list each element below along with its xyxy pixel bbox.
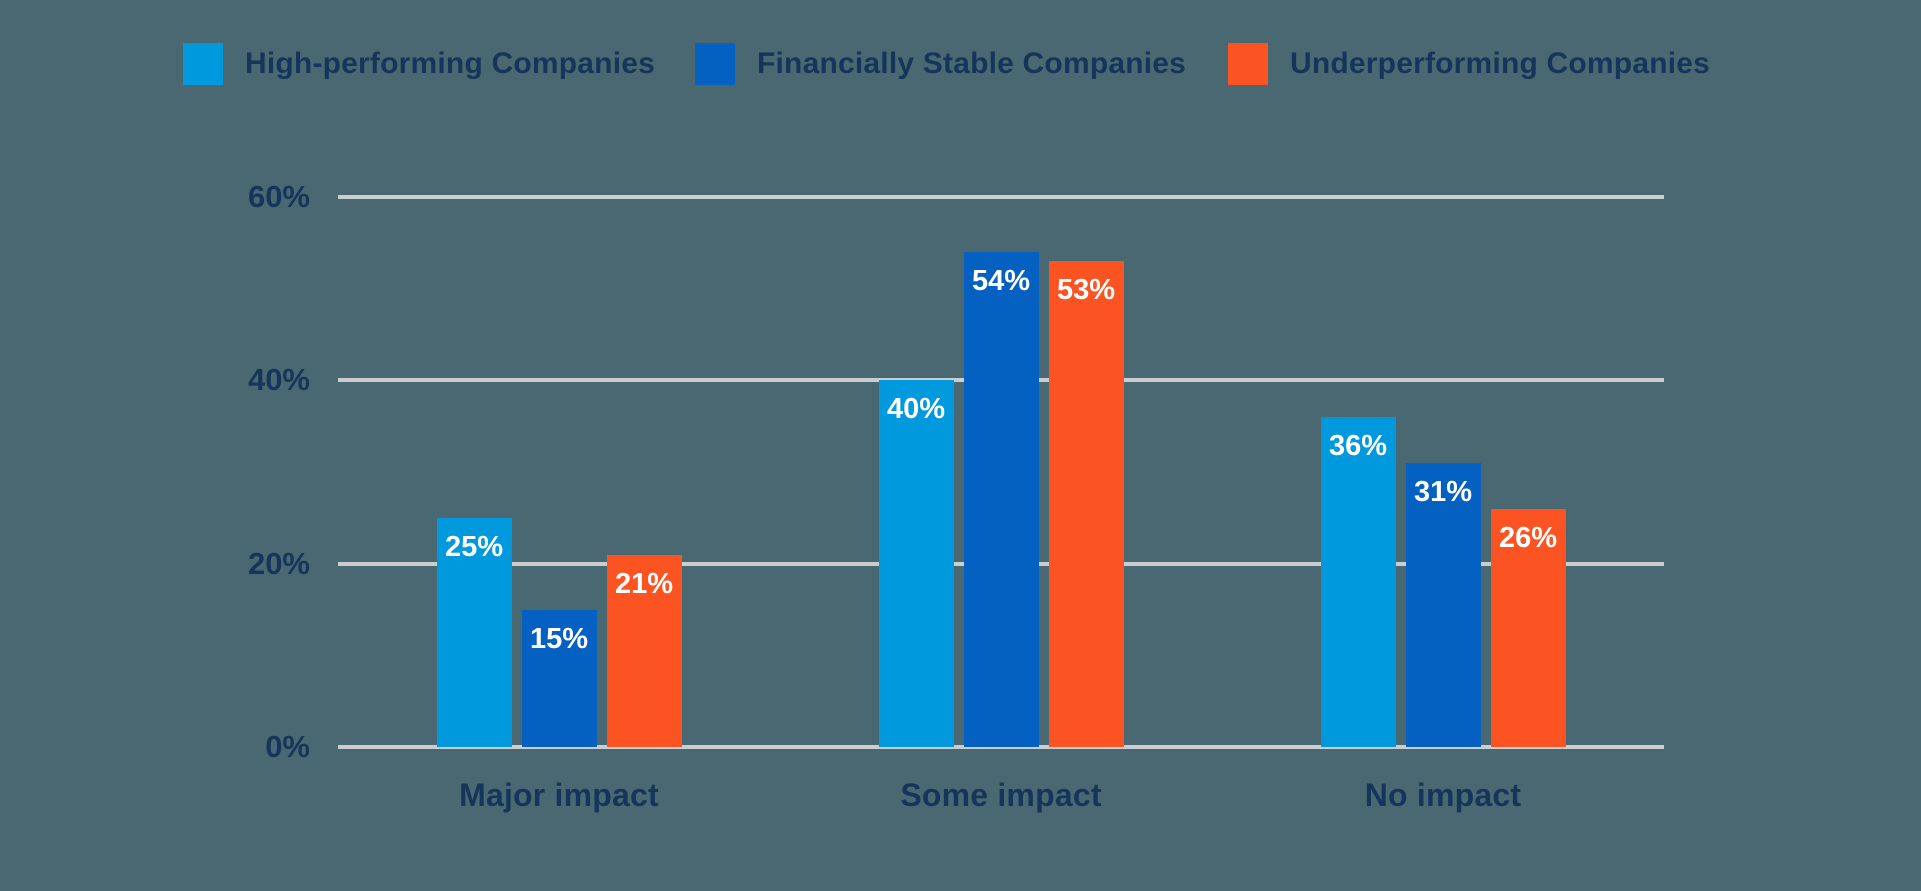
x-axis-category-label: No impact	[1364, 777, 1522, 813]
bar: 36%	[1320, 417, 1396, 747]
bar-value-label: 15%	[529, 622, 589, 655]
bar-value-label: 26%	[1498, 521, 1558, 554]
bar: 54%	[963, 252, 1039, 747]
y-axis-tick-label: 20%	[247, 545, 310, 581]
legend-label-high-performing: High-performing Companies	[245, 47, 656, 80]
x-axis-category-label: Some impact	[900, 777, 1102, 813]
y-axis-tick-label: 0%	[265, 729, 310, 764]
bar-value-label: 53%	[1056, 274, 1116, 307]
legend-swatch-underperforming	[1228, 43, 1268, 85]
bar: 25%	[436, 517, 512, 747]
bar: 21%	[606, 554, 682, 747]
bar-value-label: 36%	[1328, 430, 1388, 462]
y-axis-tick-label: 60%	[247, 179, 310, 214]
bar-value-label: 31%	[1413, 475, 1473, 508]
legend-label-underperforming: Underperforming Companies	[1290, 47, 1711, 80]
bar-group-some-impact: 40% 54% 53%	[780, 197, 1222, 747]
bar-groups: 25% 15% 21% 40% 54% 53% 36% 31% 26%	[338, 197, 1664, 747]
legend-label-financially-stable: Financially Stable Companies	[757, 47, 1187, 80]
bar-group-no-impact: 36% 31% 26%	[1222, 197, 1664, 747]
bar: 31%	[1405, 462, 1481, 747]
x-axis: Major impact Some impact No impact	[338, 773, 1664, 817]
legend-swatch-financially-stable	[695, 43, 735, 85]
bar: 40%	[878, 380, 954, 747]
legend-swatch-high-performing	[183, 43, 223, 85]
legend-item-underperforming: Underperforming Companies	[1228, 43, 1710, 85]
bar-group-major-impact: 25% 15% 21%	[338, 197, 780, 747]
bar-value-label: 40%	[886, 393, 946, 426]
bar: 53%	[1048, 261, 1124, 747]
y-axis-tick-label: 40%	[247, 362, 310, 398]
gridline-60%	[338, 195, 1664, 199]
bar-value-label: 54%	[971, 265, 1031, 297]
y-axis: 0% 20% 40% 60%	[140, 0, 310, 891]
x-axis-category-label: Major impact	[459, 777, 659, 813]
bar-value-label: 21%	[614, 567, 674, 600]
gridline-0%	[338, 745, 1664, 749]
plot-area: 25% 15% 21% 40% 54% 53% 36% 31% 26%	[338, 195, 1664, 749]
bar: 26%	[1490, 508, 1566, 747]
bar-value-label: 25%	[444, 530, 504, 563]
bar: 15%	[521, 609, 597, 747]
legend-item-high-performing: High-performing Companies	[183, 43, 655, 85]
legend-item-financially-stable: Financially Stable Companies	[695, 43, 1186, 85]
